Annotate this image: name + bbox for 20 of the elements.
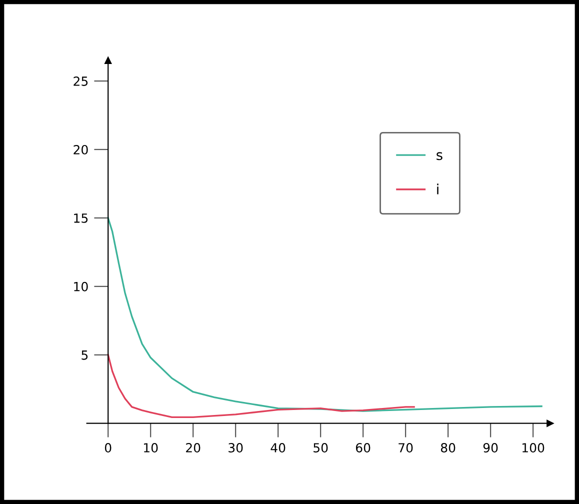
y-tick-label: 15: [74, 214, 88, 223]
x-tick-label: 90: [483, 443, 498, 452]
legend-label: i: [437, 184, 438, 194]
legend-label: s: [436, 152, 442, 160]
x-tick-label: 80: [440, 443, 456, 452]
x-tick-label: 70: [398, 443, 413, 452]
x-tick-label: 20: [186, 443, 200, 452]
x-tick-label: 40: [270, 443, 286, 452]
x-tick-label: 60: [356, 443, 370, 452]
x-tick-label: 30: [228, 443, 243, 452]
x-tick-label: 0: [104, 443, 112, 452]
x-tick-label: 10: [144, 443, 158, 452]
x-tick-label: 50: [314, 443, 328, 452]
x-tick-label: 100: [522, 443, 544, 452]
line-series: [107, 217, 542, 412]
y-tick-label: 25: [74, 76, 88, 86]
y-tick-label: 10: [74, 282, 88, 292]
y-tick-label: 5: [82, 350, 88, 360]
y-tick-label: 20: [74, 144, 88, 154]
line-series: [107, 354, 415, 418]
